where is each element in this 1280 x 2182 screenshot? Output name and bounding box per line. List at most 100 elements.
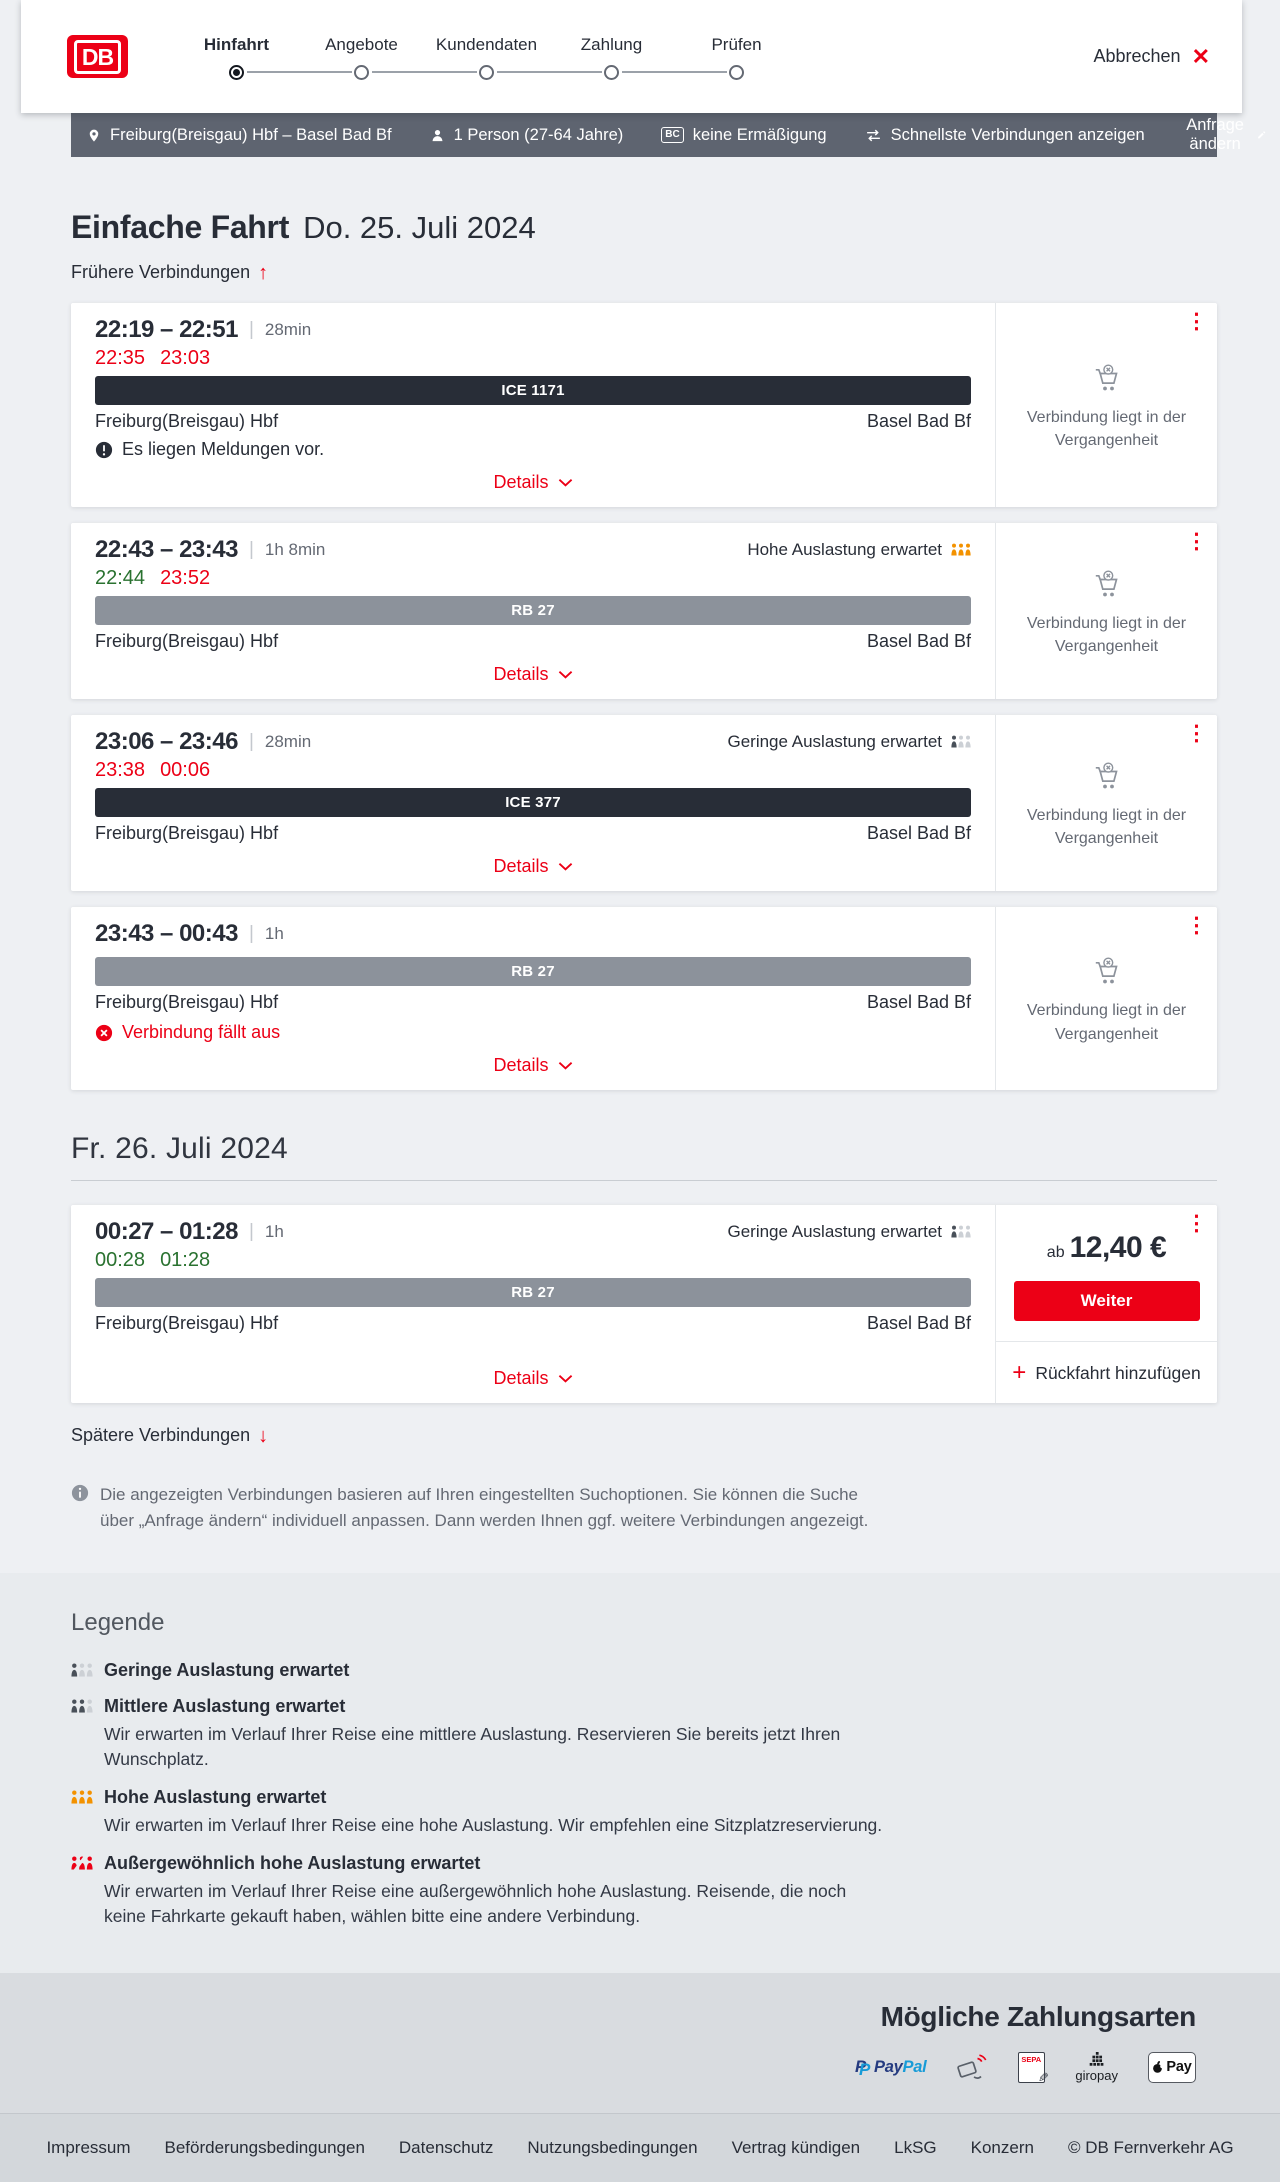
footer-link-impressum[interactable]: Impressum (46, 2138, 131, 2157)
edit-request-button[interactable]: Anfrage ändern (1183, 116, 1267, 154)
header: DB Hinfahrt Angebote Kundendaten Zahlung… (21, 0, 1242, 113)
realtime-departure: 22:44 (95, 567, 146, 589)
step-dot (729, 64, 744, 80)
cancel-button[interactable]: Abbrechen ✕ (1093, 45, 1210, 68)
details-button[interactable]: Details (493, 652, 572, 685)
earlier-connections-link[interactable]: Frühere Verbindungen ↑ (71, 261, 269, 284)
location-pin-icon (87, 127, 101, 144)
pencil-icon (1257, 127, 1266, 143)
step-angebote[interactable]: Angebote (246, 34, 424, 80)
booking-stepper: Hinfahrt Angebote Kundendaten Zahlung Pr… (174, 34, 799, 80)
realtime-departure: 00:28 (95, 1249, 146, 1271)
step-dot-active (229, 64, 244, 80)
chevron-down-icon (558, 862, 573, 871)
cart-unavailable-icon (1091, 364, 1123, 394)
connection-main: 23:06 – 23:46 | 28min Geringe Auslastung… (71, 715, 995, 891)
details-button[interactable]: Details (493, 460, 572, 493)
search-options-hint: Die angezeigten Verbindungen basieren au… (71, 1482, 871, 1533)
destination-station: Basel Bad Bf (866, 411, 971, 431)
separator: | (248, 922, 254, 944)
occupancy-medium-icon (71, 1699, 93, 1713)
occupancy-indicator: Geringe Auslastung erwartet (727, 1222, 971, 1242)
price-prefix: ab (1046, 1244, 1065, 1261)
details-button[interactable]: Details (493, 1338, 572, 1389)
price-amount: 12,40 € (1069, 1231, 1167, 1264)
legend-title: Legende (71, 1609, 165, 1636)
passenger-summary: 1 Person (27-64 Jahre) (430, 126, 623, 145)
step-dot (604, 64, 619, 80)
giropay-icon (1089, 2052, 1105, 2068)
continue-button[interactable]: Weiter (1013, 1281, 1200, 1321)
connection-list: 22:19 – 22:51 | 28min 22:35 23:03 ICE 11… (71, 303, 1217, 1090)
sort-option-summary: Schnellste Verbindungen anzeigen (865, 126, 1145, 145)
divider (71, 1180, 1217, 1181)
cart-unavailable-icon (1091, 762, 1123, 792)
info-icon (71, 1484, 89, 1502)
train-label-bar: ICE 1171 (95, 376, 971, 405)
origin-station: Freiburg(Breisgau) Hbf (95, 823, 279, 843)
connection-side-panel: ⋮ Verbindung liegt in der Vergangenheit (995, 303, 1217, 507)
connection-options-button[interactable]: ⋮ (1186, 530, 1207, 553)
step-zahlung[interactable]: Zahlung (496, 34, 674, 80)
past-connection-note: Verbindung liegt in der Vergangenheit (1026, 1002, 1187, 1043)
results-heading: Einfache Fahrt Do. 25. Juli 2024 (71, 209, 1217, 246)
footer-link-befoerderungsbedingungen[interactable]: Beförderungsbedingungen (164, 2138, 365, 2157)
origin-station: Freiburg(Breisgau) Hbf (95, 992, 279, 1012)
legend-item-high: Hohe Auslastung erwartet Wir erwarten im… (71, 1786, 1217, 1838)
step-kundendaten[interactable]: Kundendaten (371, 34, 549, 80)
contactless-payment-icon (956, 2051, 988, 2083)
details-button[interactable]: Details (493, 844, 572, 877)
arrow-up-icon: ↑ (258, 261, 269, 284)
connection-options-button[interactable]: ⋮ (1186, 1212, 1207, 1235)
connection-side-panel: ⋮ Verbindung liegt in der Vergangenheit (995, 907, 1217, 1090)
person-icon (430, 128, 445, 143)
footer-link-datenschutz[interactable]: Datenschutz (398, 2138, 494, 2157)
connection-card: 23:06 – 23:46 | 28min Geringe Auslastung… (71, 715, 1217, 891)
add-return-trip-button[interactable]: + Rückfahrt hinzufügen (1012, 1359, 1201, 1386)
apple-pay-badge: Pay (1148, 2051, 1196, 2083)
footer-link-vertrag-kuendigen[interactable]: Vertrag kündigen (731, 2138, 861, 2157)
footer-links: Impressum Beförderungsbedingungen Datens… (0, 2113, 1280, 2182)
connection-times: 23:43 – 00:43 (95, 920, 238, 947)
footer-link-nutzungsbedingungen[interactable]: Nutzungsbedingungen (527, 2138, 698, 2157)
step-pruefen[interactable]: Prüfen (621, 34, 799, 80)
connection-options-button[interactable]: ⋮ (1186, 914, 1207, 937)
origin-station: Freiburg(Breisgau) Hbf (95, 411, 279, 431)
trip-type-title: Einfache Fahrt (71, 209, 290, 245)
train-label-bar: RB 27 (95, 596, 971, 625)
price: ab 12,40 € (1046, 1231, 1167, 1265)
later-connections-link[interactable]: Spätere Verbindungen ↓ (71, 1424, 269, 1447)
destination-station: Basel Bad Bf (866, 992, 971, 1012)
connection-options-button[interactable]: ⋮ (1186, 310, 1207, 333)
connection-times: 00:27 – 01:28 (95, 1218, 238, 1245)
db-logo[interactable]: DB (67, 35, 128, 78)
footer-link-konzern[interactable]: Konzern (970, 2138, 1034, 2157)
connection-times: 22:19 – 22:51 (95, 316, 238, 343)
pen-icon: ✎ (1038, 2069, 1050, 2085)
alert-icon (95, 441, 113, 459)
legend-item-exceptional: Außergewöhnlich hohe Auslastung erwartet… (71, 1852, 1217, 1929)
details-button[interactable]: Details (493, 1043, 572, 1076)
connection-side-panel: ⋮ Verbindung liegt in der Vergangenheit (995, 715, 1217, 891)
connection-main: 22:19 – 22:51 | 28min 22:35 23:03 ICE 11… (71, 303, 995, 507)
legend-item-medium: Mittlere Auslastung erwartet Wir erwarte… (71, 1695, 1217, 1772)
connection-card: 22:19 – 22:51 | 28min 22:35 23:03 ICE 11… (71, 303, 1217, 507)
occupancy-indicator: Geringe Auslastung erwartet (727, 732, 971, 752)
sepa-direct-debit-icon: SEPA ✎ (1018, 2051, 1049, 2085)
connection-options-button[interactable]: ⋮ (1186, 722, 1207, 745)
step-hinfahrt[interactable]: Hinfahrt (174, 34, 299, 80)
realtime-arrival: 01:28 (160, 1249, 211, 1271)
query-summary-bar: Freiburg(Breisgau) Hbf – Basel Bad Bf 1 … (71, 113, 1217, 157)
cancel-label: Abbrechen (1093, 46, 1181, 66)
realtime-arrival: 23:03 (160, 347, 211, 369)
next-day-heading: Fr. 26. Juli 2024 (71, 1132, 288, 1165)
footer-link-lksg[interactable]: LkSG (894, 2138, 937, 2157)
cart-unavailable-icon (1091, 957, 1123, 987)
legend-description: Wir erwarten im Verlauf Ihrer Reise eine… (104, 1724, 841, 1769)
train-label-bar: RB 27 (95, 957, 971, 986)
cart-unavailable-icon (1091, 570, 1123, 600)
cancelled-icon (95, 1024, 113, 1042)
realtime-arrival: 00:06 (160, 759, 211, 781)
connection-duration: 1h (264, 1221, 284, 1241)
